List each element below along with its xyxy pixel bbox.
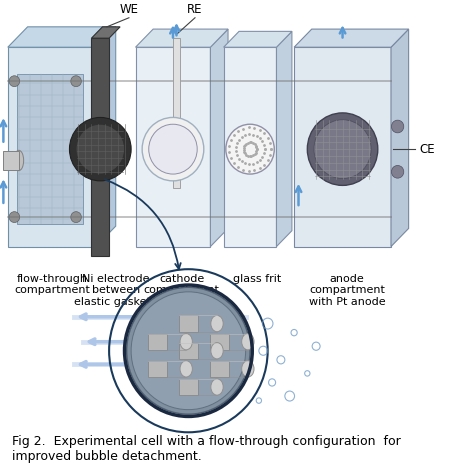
Polygon shape <box>179 379 198 395</box>
Circle shape <box>9 76 20 87</box>
Ellipse shape <box>180 361 192 377</box>
Polygon shape <box>91 38 109 256</box>
Circle shape <box>314 344 316 346</box>
Polygon shape <box>148 361 167 377</box>
Polygon shape <box>148 333 167 350</box>
Circle shape <box>264 320 268 324</box>
Circle shape <box>76 124 125 174</box>
Circle shape <box>392 166 404 178</box>
Circle shape <box>226 124 274 174</box>
Polygon shape <box>391 29 409 247</box>
Circle shape <box>127 287 250 414</box>
Ellipse shape <box>211 342 223 359</box>
Ellipse shape <box>242 361 254 377</box>
Polygon shape <box>17 75 82 224</box>
Ellipse shape <box>180 333 192 350</box>
Circle shape <box>70 117 131 181</box>
Circle shape <box>149 124 197 174</box>
Polygon shape <box>179 316 198 332</box>
Circle shape <box>306 372 307 373</box>
Polygon shape <box>210 333 229 350</box>
Text: CE: CE <box>419 143 435 156</box>
Circle shape <box>71 212 82 222</box>
Circle shape <box>257 399 259 401</box>
Text: Ni electrode
between
elastic gaskets: Ni electrode between elastic gaskets <box>74 274 157 307</box>
Polygon shape <box>91 27 120 38</box>
Circle shape <box>392 120 404 133</box>
Polygon shape <box>224 31 292 47</box>
Polygon shape <box>8 27 116 47</box>
Text: glass frit: glass frit <box>233 274 281 284</box>
Circle shape <box>292 331 294 333</box>
Polygon shape <box>210 29 228 247</box>
Text: flow-through
compartment: flow-through compartment <box>14 274 90 295</box>
Polygon shape <box>294 47 391 247</box>
Polygon shape <box>224 47 276 247</box>
Ellipse shape <box>211 379 223 395</box>
Text: anode
compartment
with Pt anode: anode compartment with Pt anode <box>309 274 385 307</box>
Circle shape <box>287 393 290 396</box>
Text: WE: WE <box>119 3 138 16</box>
Circle shape <box>261 348 263 351</box>
Text: cathode
compartment: cathode compartment <box>144 274 220 295</box>
Circle shape <box>142 117 204 181</box>
Circle shape <box>270 380 272 382</box>
Circle shape <box>71 76 82 87</box>
Ellipse shape <box>14 150 24 171</box>
Polygon shape <box>136 47 210 247</box>
Polygon shape <box>173 38 180 188</box>
Polygon shape <box>8 47 96 247</box>
Polygon shape <box>179 342 198 359</box>
Circle shape <box>314 120 371 179</box>
Polygon shape <box>136 29 228 47</box>
Text: Fig 2.  Experimental cell with a flow-through configuration  for
improved bubble: Fig 2. Experimental cell with a flow-thr… <box>12 435 401 462</box>
Circle shape <box>9 212 20 222</box>
Circle shape <box>279 357 281 360</box>
Polygon shape <box>96 27 116 247</box>
Text: RE: RE <box>187 3 203 16</box>
Polygon shape <box>294 29 409 47</box>
Polygon shape <box>3 151 19 170</box>
Circle shape <box>307 113 378 185</box>
Ellipse shape <box>242 333 254 350</box>
Circle shape <box>131 292 246 409</box>
Ellipse shape <box>211 316 223 332</box>
Polygon shape <box>276 31 292 247</box>
Polygon shape <box>210 361 229 377</box>
